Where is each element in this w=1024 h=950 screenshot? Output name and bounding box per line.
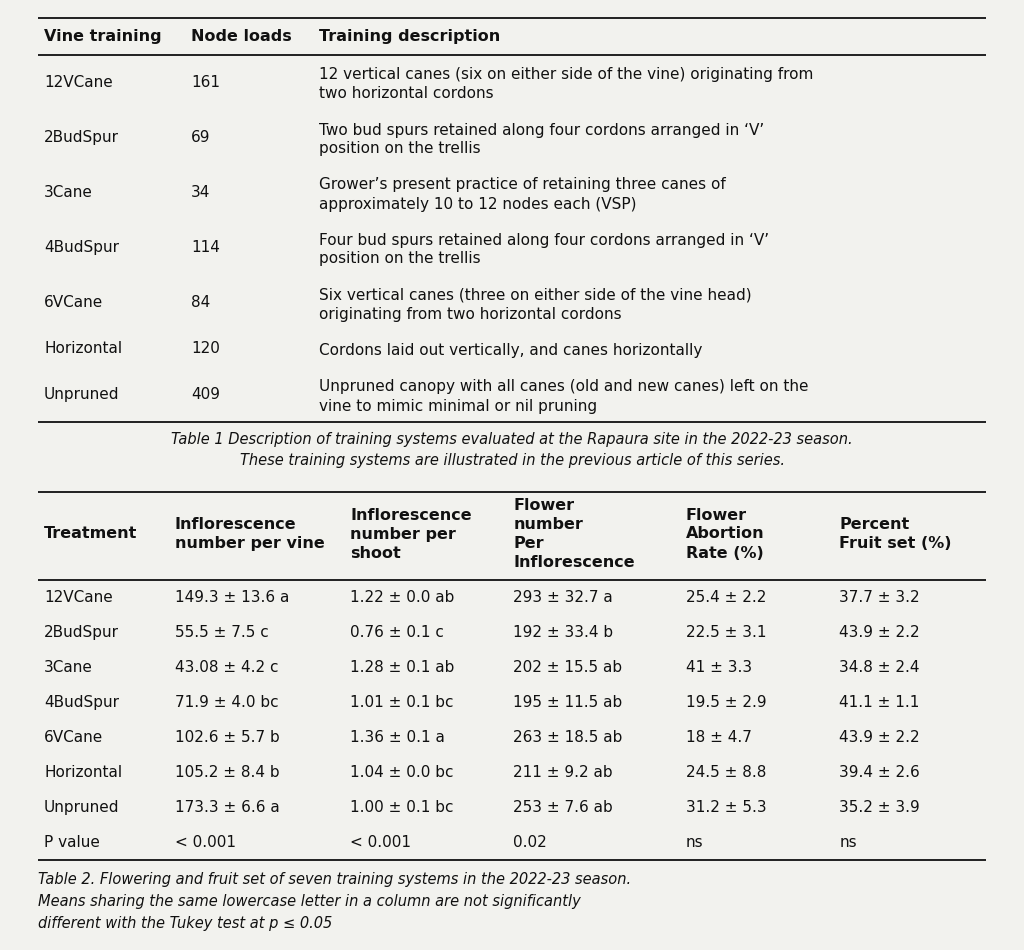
Text: 34: 34 bbox=[190, 185, 210, 200]
Text: 1.22 ± 0.0 ab: 1.22 ± 0.0 ab bbox=[350, 590, 455, 605]
Text: Unpruned: Unpruned bbox=[44, 800, 120, 815]
Text: Inflorescence: Inflorescence bbox=[350, 507, 472, 522]
Text: 12VCane: 12VCane bbox=[44, 75, 113, 90]
Text: 149.3 ± 13.6 a: 149.3 ± 13.6 a bbox=[175, 590, 289, 605]
Text: originating from two horizontal cordons: originating from two horizontal cordons bbox=[318, 307, 622, 321]
Text: 3Cane: 3Cane bbox=[44, 185, 93, 200]
Text: 6VCane: 6VCane bbox=[44, 730, 103, 745]
Text: 161: 161 bbox=[190, 75, 220, 90]
Text: Horizontal: Horizontal bbox=[44, 341, 122, 356]
Text: 43.08 ± 4.2 c: 43.08 ± 4.2 c bbox=[175, 660, 279, 675]
Text: 2BudSpur: 2BudSpur bbox=[44, 625, 119, 640]
Text: 41 ± 3.3: 41 ± 3.3 bbox=[686, 660, 752, 675]
Text: 69: 69 bbox=[190, 130, 211, 145]
Text: Table 1 Description of training systems evaluated at the Rapaura site in the 202: Table 1 Description of training systems … bbox=[171, 432, 853, 447]
Text: 114: 114 bbox=[190, 240, 220, 255]
Text: 1.28 ± 0.1 ab: 1.28 ± 0.1 ab bbox=[350, 660, 455, 675]
Text: 12 vertical canes (six on either side of the vine) originating from: 12 vertical canes (six on either side of… bbox=[318, 67, 813, 83]
Text: 43.9 ± 2.2: 43.9 ± 2.2 bbox=[840, 730, 920, 745]
Text: 263 ± 18.5 ab: 263 ± 18.5 ab bbox=[513, 730, 623, 745]
Text: Two bud spurs retained along four cordons arranged in ‘V’: Two bud spurs retained along four cordon… bbox=[318, 123, 764, 138]
Text: number per: number per bbox=[350, 526, 456, 542]
Text: 1.00 ± 0.1 bc: 1.00 ± 0.1 bc bbox=[350, 800, 454, 815]
Text: Inflorescence: Inflorescence bbox=[513, 555, 635, 570]
Text: Cordons laid out vertically, and canes horizontally: Cordons laid out vertically, and canes h… bbox=[318, 343, 702, 358]
Text: Percent: Percent bbox=[840, 517, 909, 532]
Text: Unpruned canopy with all canes (old and new canes) left on the: Unpruned canopy with all canes (old and … bbox=[318, 379, 808, 394]
Text: 84: 84 bbox=[190, 295, 210, 310]
Text: 18 ± 4.7: 18 ± 4.7 bbox=[686, 730, 752, 745]
Text: Inflorescence: Inflorescence bbox=[175, 517, 297, 532]
Text: 71.9 ± 4.0 bc: 71.9 ± 4.0 bc bbox=[175, 695, 279, 710]
Text: 202 ± 15.5 ab: 202 ± 15.5 ab bbox=[513, 660, 623, 675]
Text: 12VCane: 12VCane bbox=[44, 590, 113, 605]
Text: 0.76 ± 0.1 c: 0.76 ± 0.1 c bbox=[350, 625, 444, 640]
Text: 1.36 ± 0.1 a: 1.36 ± 0.1 a bbox=[350, 730, 445, 745]
Text: 192 ± 33.4 b: 192 ± 33.4 b bbox=[513, 625, 613, 640]
Text: Four bud spurs retained along four cordons arranged in ‘V’: Four bud spurs retained along four cordo… bbox=[318, 233, 769, 248]
Text: shoot: shoot bbox=[350, 545, 401, 560]
Text: 31.2 ± 5.3: 31.2 ± 5.3 bbox=[686, 800, 766, 815]
Text: These training systems are illustrated in the previous article of this series.: These training systems are illustrated i… bbox=[240, 453, 784, 468]
Text: two horizontal cordons: two horizontal cordons bbox=[318, 86, 494, 102]
Text: 41.1 ± 1.1: 41.1 ± 1.1 bbox=[840, 695, 920, 710]
Text: Treatment: Treatment bbox=[44, 526, 137, 542]
Text: position on the trellis: position on the trellis bbox=[318, 252, 480, 267]
Text: 211 ± 9.2 ab: 211 ± 9.2 ab bbox=[513, 765, 613, 780]
Text: position on the trellis: position on the trellis bbox=[318, 142, 480, 157]
Text: Unpruned: Unpruned bbox=[44, 387, 120, 402]
Text: vine to mimic minimal or nil pruning: vine to mimic minimal or nil pruning bbox=[318, 398, 597, 413]
Text: Means sharing the same lowercase letter in a column are not significantly: Means sharing the same lowercase letter … bbox=[38, 894, 581, 909]
Text: Flower: Flower bbox=[686, 507, 746, 522]
Text: Fruit set (%): Fruit set (%) bbox=[840, 536, 952, 551]
Text: 1.04 ± 0.0 bc: 1.04 ± 0.0 bc bbox=[350, 765, 454, 780]
Text: Node loads: Node loads bbox=[190, 29, 292, 44]
Text: < 0.001: < 0.001 bbox=[350, 835, 412, 850]
Text: Abortion: Abortion bbox=[686, 526, 765, 542]
Text: 4BudSpur: 4BudSpur bbox=[44, 695, 119, 710]
Text: 35.2 ± 3.9: 35.2 ± 3.9 bbox=[840, 800, 921, 815]
Text: 173.3 ± 6.6 a: 173.3 ± 6.6 a bbox=[175, 800, 280, 815]
Text: 102.6 ± 5.7 b: 102.6 ± 5.7 b bbox=[175, 730, 280, 745]
Text: 6VCane: 6VCane bbox=[44, 295, 103, 310]
Text: Table 2. Flowering and fruit set of seven training systems in the 2022-23 season: Table 2. Flowering and fruit set of seve… bbox=[38, 872, 631, 887]
Text: different with the Tukey test at p ≤ 0.05: different with the Tukey test at p ≤ 0.0… bbox=[38, 916, 332, 931]
Text: 39.4 ± 2.6: 39.4 ± 2.6 bbox=[840, 765, 921, 780]
Text: Grower’s present practice of retaining three canes of: Grower’s present practice of retaining t… bbox=[318, 178, 726, 193]
Text: < 0.001: < 0.001 bbox=[175, 835, 236, 850]
Text: 24.5 ± 8.8: 24.5 ± 8.8 bbox=[686, 765, 766, 780]
Text: Vine training: Vine training bbox=[44, 29, 162, 44]
Text: 37.7 ± 3.2: 37.7 ± 3.2 bbox=[840, 590, 920, 605]
Text: 1.01 ± 0.1 bc: 1.01 ± 0.1 bc bbox=[350, 695, 454, 710]
Text: Per: Per bbox=[513, 536, 544, 551]
Text: 22.5 ± 3.1: 22.5 ± 3.1 bbox=[686, 625, 766, 640]
Text: 195 ± 11.5 ab: 195 ± 11.5 ab bbox=[513, 695, 623, 710]
Text: 3Cane: 3Cane bbox=[44, 660, 93, 675]
Text: 0.02: 0.02 bbox=[513, 835, 547, 850]
Text: 25.4 ± 2.2: 25.4 ± 2.2 bbox=[686, 590, 766, 605]
Text: Flower: Flower bbox=[513, 498, 574, 513]
Text: 120: 120 bbox=[190, 341, 220, 356]
Text: 55.5 ± 7.5 c: 55.5 ± 7.5 c bbox=[175, 625, 268, 640]
Text: 2BudSpur: 2BudSpur bbox=[44, 130, 119, 145]
Text: Horizontal: Horizontal bbox=[44, 765, 122, 780]
Text: Training description: Training description bbox=[318, 29, 500, 44]
Text: Six vertical canes (three on either side of the vine head): Six vertical canes (three on either side… bbox=[318, 288, 752, 302]
Text: approximately 10 to 12 nodes each (VSP): approximately 10 to 12 nodes each (VSP) bbox=[318, 197, 637, 212]
Text: number: number bbox=[513, 517, 583, 532]
Text: 43.9 ± 2.2: 43.9 ± 2.2 bbox=[840, 625, 920, 640]
Text: Rate (%): Rate (%) bbox=[686, 545, 764, 560]
Text: ns: ns bbox=[686, 835, 703, 850]
Text: number per vine: number per vine bbox=[175, 536, 325, 551]
Text: 34.8 ± 2.4: 34.8 ± 2.4 bbox=[840, 660, 920, 675]
Text: P value: P value bbox=[44, 835, 100, 850]
Text: 105.2 ± 8.4 b: 105.2 ± 8.4 b bbox=[175, 765, 280, 780]
Text: 253 ± 7.6 ab: 253 ± 7.6 ab bbox=[513, 800, 613, 815]
Text: ns: ns bbox=[840, 835, 857, 850]
Text: 19.5 ± 2.9: 19.5 ± 2.9 bbox=[686, 695, 766, 710]
Text: 4BudSpur: 4BudSpur bbox=[44, 240, 119, 255]
Text: 409: 409 bbox=[190, 387, 220, 402]
Text: 293 ± 32.7 a: 293 ± 32.7 a bbox=[513, 590, 613, 605]
